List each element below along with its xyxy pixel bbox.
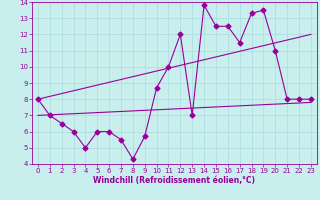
X-axis label: Windchill (Refroidissement éolien,°C): Windchill (Refroidissement éolien,°C)	[93, 176, 255, 185]
